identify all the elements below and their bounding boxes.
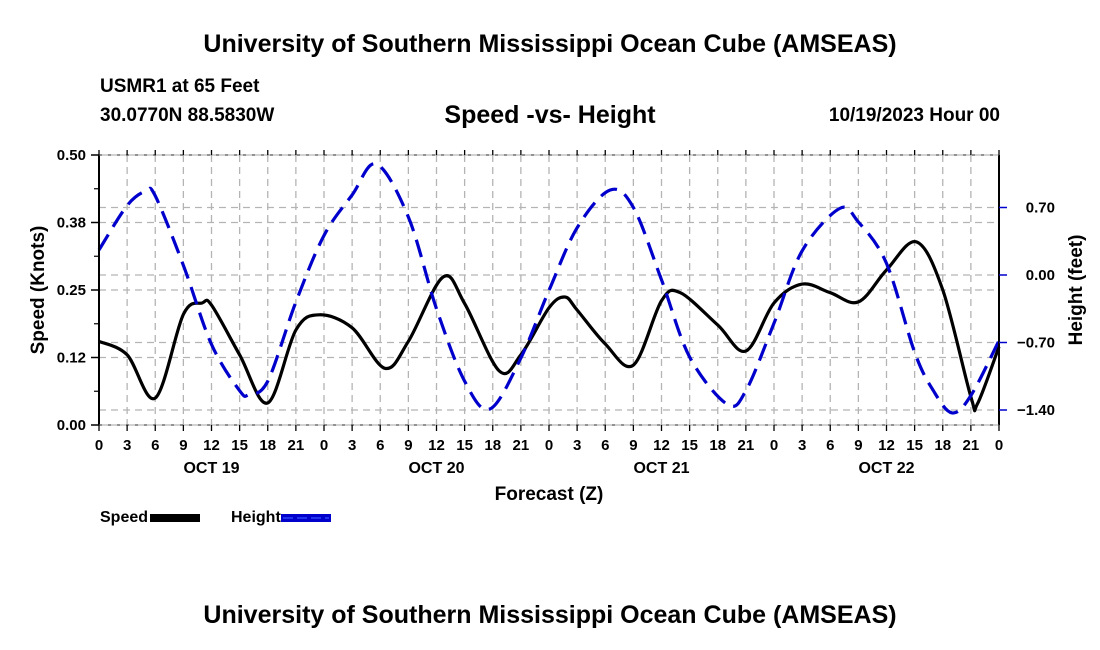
x-tick-label: 0 — [320, 437, 328, 454]
x-tick-label: 15 — [456, 437, 473, 454]
y2-tick-label: −1.40 — [1017, 402, 1055, 419]
x-tick-label: 18 — [484, 437, 501, 454]
chart-subtitle: Speed -vs- Height — [444, 101, 656, 129]
x-tick-label: 12 — [428, 437, 445, 454]
y-tick-label: 0.00 — [57, 417, 86, 434]
x-tick-label: 0 — [545, 437, 553, 454]
y-tick-label: 0.12 — [57, 350, 86, 367]
x-day-label: OCT 19 — [183, 460, 239, 477]
series-height-line — [97, 162, 1001, 415]
x-tick-label: 12 — [878, 437, 895, 454]
legend-height-label: Height — [231, 509, 281, 526]
x-tick-label: 3 — [348, 437, 356, 454]
x-tick-label: 9 — [854, 437, 862, 454]
legend-height-swatch — [280, 514, 331, 522]
station-label: USMR1 at 65 Feet — [100, 76, 260, 97]
x-tick-label: 9 — [179, 437, 187, 454]
x-tick-label: 15 — [231, 437, 248, 454]
x-tick-label: 6 — [151, 437, 159, 454]
x-tick-label: 0 — [995, 437, 1003, 454]
x-tick-label: 0 — [770, 437, 778, 454]
x-tick-label: 3 — [798, 437, 806, 454]
legend-height: Height — [231, 509, 331, 527]
x-tick-label: 21 — [288, 437, 305, 454]
main-title: University of Southern Mississippi Ocean… — [203, 30, 897, 58]
x-day-label: OCT 22 — [858, 460, 914, 477]
y-tick-label: 0.50 — [57, 147, 86, 164]
x-tick-label: 18 — [709, 437, 726, 454]
x-tick-label: 21 — [738, 437, 755, 454]
x-tick-label: 18 — [934, 437, 951, 454]
run-time: 10/19/2023 Hour 00 — [828, 105, 1000, 126]
legend-speed-label: Speed — [100, 509, 149, 526]
x-tick-label: 18 — [259, 437, 276, 454]
y2-tick-label: −0.70 — [1017, 335, 1055, 352]
x-day-label: OCT 20 — [408, 460, 464, 477]
x-tick-label: 9 — [404, 437, 412, 454]
x-tick-label: 12 — [653, 437, 670, 454]
y-tick-label: 0.38 — [57, 215, 86, 232]
x-tick-label: 6 — [826, 437, 834, 454]
x-tick-label: 6 — [601, 437, 609, 454]
x-tick-label: 0 — [95, 437, 103, 454]
legend-speed-swatch — [150, 514, 201, 522]
x-tick-label: 21 — [513, 437, 530, 454]
y-tick-label: 0.25 — [57, 282, 86, 299]
x-tick-label: 3 — [573, 437, 581, 454]
series-speed-line — [98, 240, 1001, 413]
y2-tick-label: 0.70 — [1026, 200, 1055, 217]
x-day-label: OCT 21 — [633, 460, 689, 477]
legend-speed: Speed — [100, 509, 201, 527]
grid — [99, 155, 999, 425]
y2-tick-label: 0.00 — [1026, 267, 1055, 284]
tick-labels: 0 3 6 9 12 15 18 21 0 3 6 9 12 15 18 21 0 3 6 9 12 15 18 21 0 3 6 9… — [57, 147, 1055, 477]
x-tick-label: 6 — [376, 437, 384, 454]
footer-title: University of Southern Mississippi Ocean… — [203, 601, 897, 629]
x-tick-label: 3 — [123, 437, 131, 454]
y2-axis-title: Height (feet) — [1066, 235, 1087, 346]
x-tick-label: 15 — [681, 437, 698, 454]
x-tick-label: 15 — [906, 437, 923, 454]
y-axis-title: Speed (Knots) — [28, 226, 49, 355]
x-axis-title: Forecast (Z) — [495, 484, 604, 505]
station-coordinates: 30.0770N 88.5830W — [100, 105, 275, 126]
x-tick-label: 9 — [629, 437, 637, 454]
axes — [91, 150, 1007, 431]
x-tick-label: 12 — [203, 437, 220, 454]
x-tick-label: 21 — [963, 437, 980, 454]
series — [97, 162, 1001, 415]
